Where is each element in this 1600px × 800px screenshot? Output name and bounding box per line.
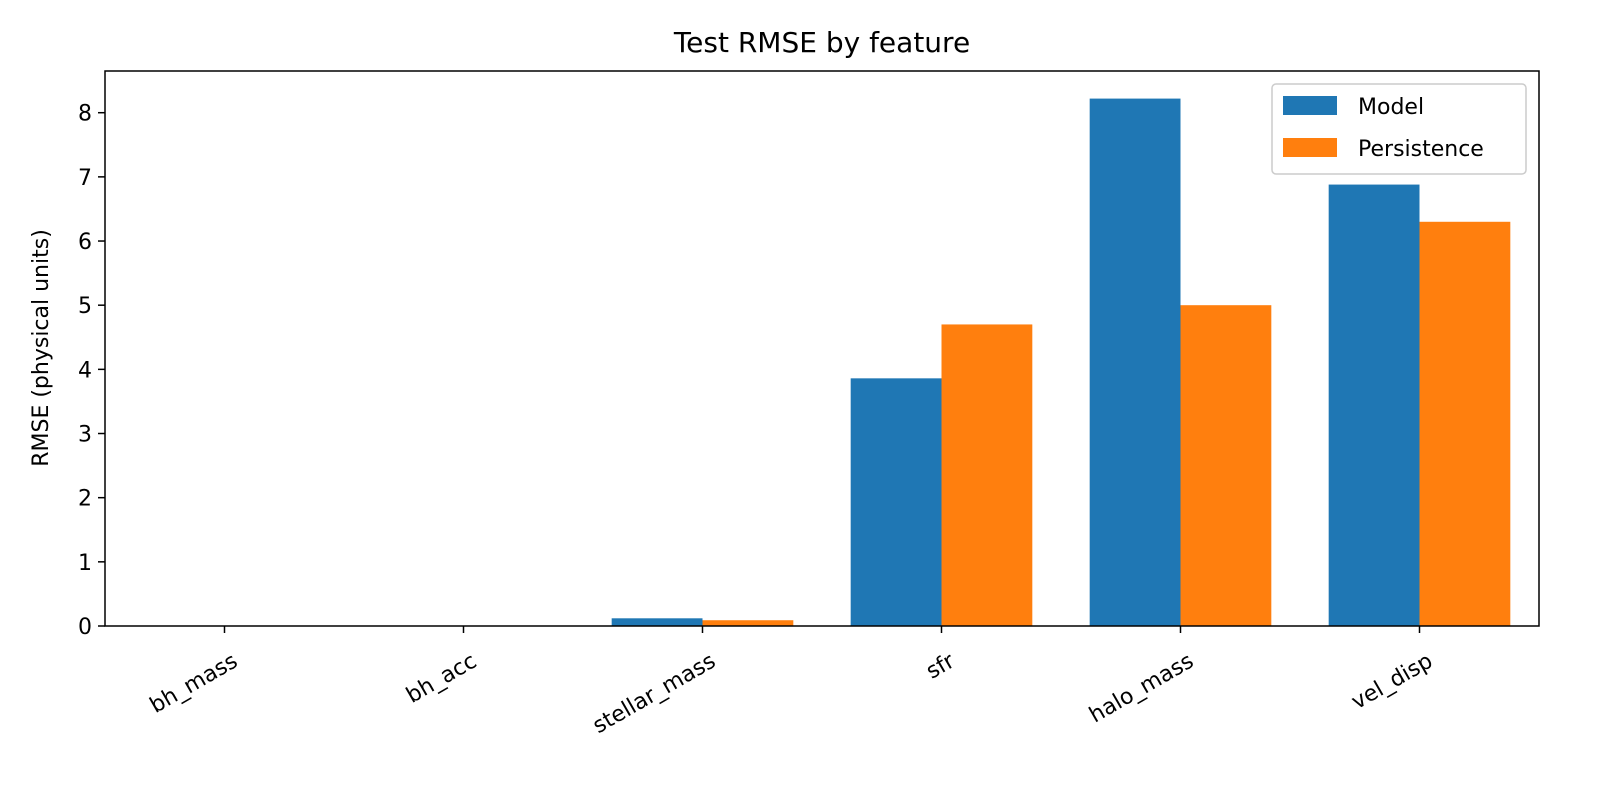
y-tick-label: 8	[78, 102, 92, 127]
bar-model-stellar_mass	[611, 618, 703, 626]
x-tick-label-sfr: sfr	[922, 648, 960, 684]
y-tick-label: 3	[78, 423, 92, 448]
y-tick-label: 1	[78, 551, 92, 576]
bar-persistence-stellar_mass	[702, 620, 794, 626]
x-tick-label-vel_disp: vel_disp	[1347, 649, 1437, 715]
legend-swatch-model	[1283, 96, 1337, 115]
y-axis-label: RMSE (physical units)	[29, 229, 54, 467]
plot-frame	[104, 70, 1540, 627]
x-tick-label-stellar_mass: stellar_mass	[589, 649, 720, 739]
x-tick-label-halo_mass: halo_mass	[1085, 649, 1198, 729]
bar-persistence-vel_disp	[1419, 221, 1511, 627]
bars-layer	[611, 98, 1511, 627]
bar-persistence-halo_mass	[1180, 305, 1272, 626]
x-tick-label-bh_mass: bh_mass	[146, 649, 242, 719]
x-axis-ticks: bh_mass bh_acc stellar_mass sfr halo_mass vel…	[146, 626, 1437, 739]
legend-label-persistence: Persistence	[1358, 137, 1484, 162]
y-tick-label: 5	[78, 294, 92, 319]
y-tick-label: 0	[78, 615, 92, 640]
legend-swatch-persistence	[1283, 138, 1337, 157]
y-tick-label: 7	[78, 166, 92, 191]
y-tick-label: 6	[78, 230, 92, 255]
legend: Model Persistence	[1271, 83, 1527, 175]
y-axis-ticks: 0 1 2 3 4 5 6 7 8	[78, 102, 105, 640]
legend-label-model: Model	[1358, 95, 1424, 120]
y-tick-label: 4	[78, 358, 92, 383]
bar-model-halo_mass	[1089, 98, 1181, 626]
x-tick-label-bh_acc: bh_acc	[402, 649, 481, 709]
bar-persistence-sfr	[941, 324, 1033, 626]
y-tick-label: 2	[78, 487, 92, 512]
bar-model-vel_disp	[1328, 184, 1420, 626]
bar-model-sfr	[850, 378, 942, 626]
chart-title: Test RMSE by feature	[673, 26, 970, 59]
